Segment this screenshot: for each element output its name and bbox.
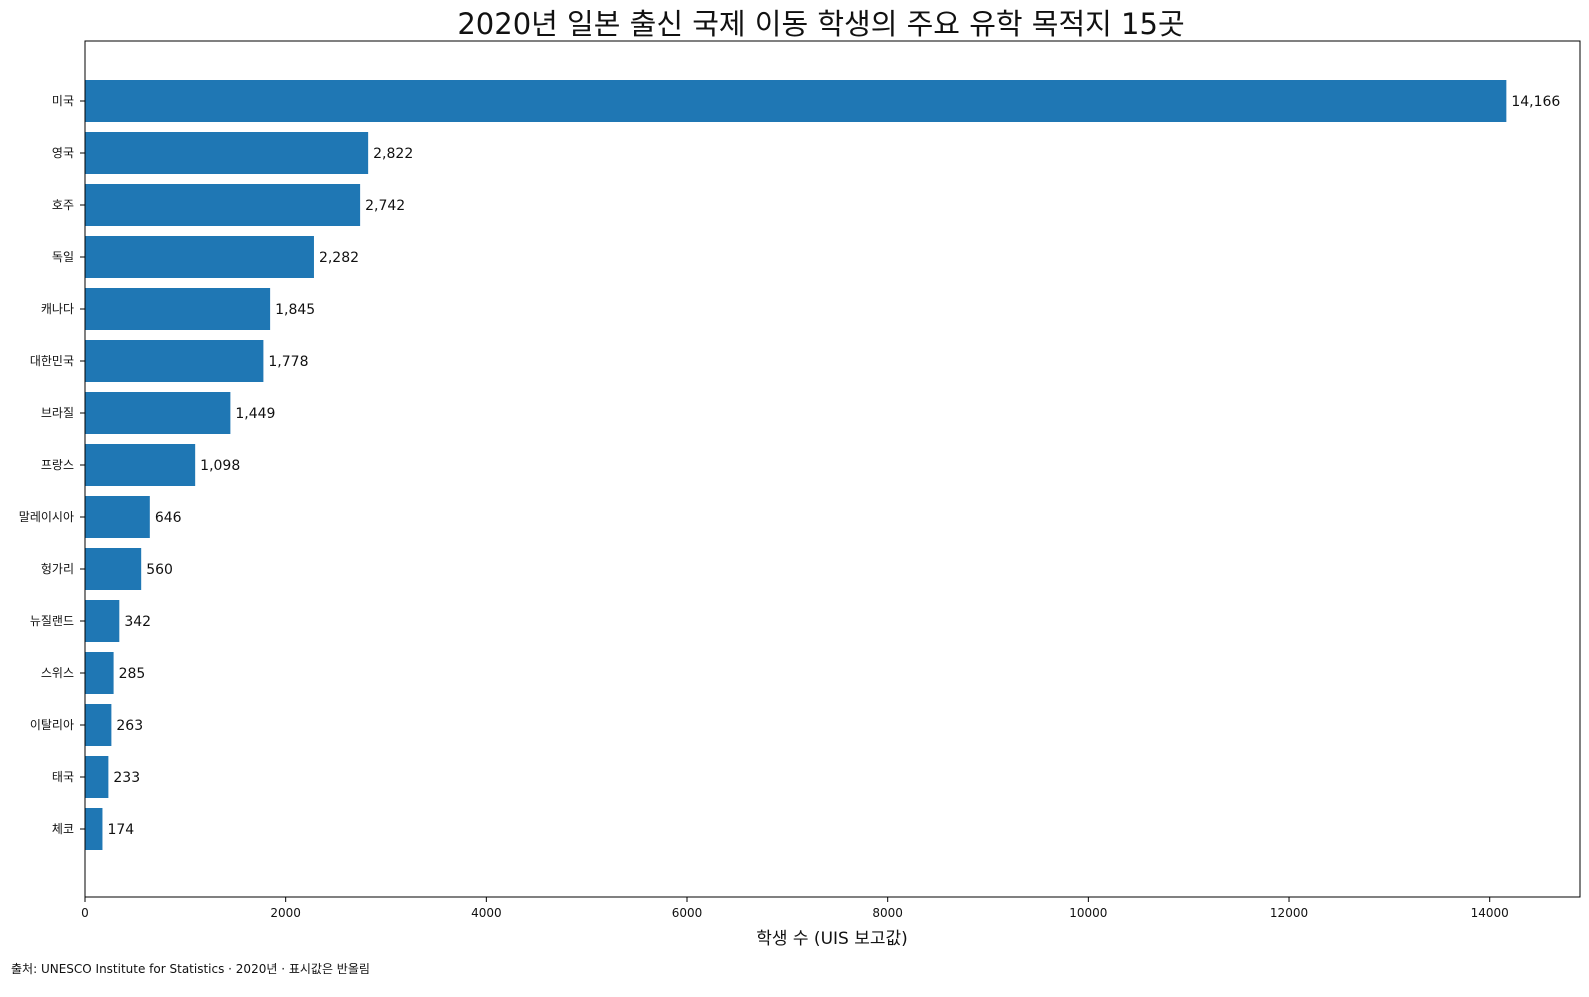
x-tick-label: 14000 (1471, 906, 1509, 920)
x-tick-label: 0 (81, 906, 89, 920)
bar-value-label: 1,778 (268, 354, 308, 370)
bar-value-label: 14,166 (1511, 94, 1560, 110)
y-tick-label: 헝가리 (41, 562, 74, 576)
y-tick-label: 말레이시아 (19, 510, 74, 524)
bar-value-label: 342 (124, 614, 151, 630)
y-tick-label: 이탈리아 (30, 718, 74, 732)
bar (85, 184, 361, 226)
bar (85, 340, 264, 382)
source-note: 출처: UNESCO Institute for Statistics · 20… (11, 962, 370, 976)
y-tick-label: 독일 (52, 250, 74, 264)
bar-value-label: 174 (107, 822, 134, 838)
bar (85, 288, 271, 330)
bar (85, 808, 103, 850)
bar-value-label: 2,282 (319, 250, 359, 266)
y-tick-label: 뉴질랜드 (30, 614, 74, 628)
y-tick-label: 프랑스 (41, 458, 74, 472)
bar (85, 652, 114, 694)
bar-value-label: 1,449 (235, 406, 275, 422)
bar (85, 600, 120, 642)
x-tick-label: 10000 (1069, 906, 1107, 920)
bar-value-label: 285 (119, 666, 146, 682)
y-tick-label: 스위스 (41, 666, 74, 680)
x-axis: 0 2000 4000 6000 8000 10000 12000 14000 (81, 897, 1509, 920)
bar (85, 236, 314, 278)
plot-frame (84, 40, 1581, 898)
y-tick-label: 미국 (52, 94, 74, 108)
y-tick-label: 영국 (52, 146, 74, 160)
bar-value-label: 646 (155, 510, 182, 526)
bar-value-label: 2,742 (365, 198, 405, 214)
bar-value-label: 233 (113, 770, 140, 786)
bars-layer: 14,166 2,822 2,742 2,282 1,845 1,778 1,449 1,09… (85, 80, 1560, 850)
y-tick-labels: 미국영국호주독일캐나다대한민국브라질프랑스말레이시아헝가리뉴질랜드스위스이탈리아… (19, 94, 85, 836)
bar-value-label: 1,098 (200, 458, 240, 474)
y-tick-label: 브라질 (41, 406, 74, 420)
bar (85, 444, 196, 486)
bar (85, 80, 1507, 122)
bar-value-label: 1,845 (275, 302, 315, 318)
bar-value-label: 263 (116, 718, 143, 734)
x-tick-label: 4000 (471, 906, 502, 920)
bar (85, 392, 231, 434)
x-tick-label: 8000 (872, 906, 903, 920)
bar (85, 548, 142, 590)
bar (85, 132, 369, 174)
bar (85, 704, 112, 746)
y-tick-label: 캐나다 (41, 302, 74, 316)
x-tick-label: 12000 (1270, 906, 1308, 920)
y-tick-label: 체코 (52, 822, 74, 836)
chart-title: 2020년 일본 출신 국제 이동 학생의 주요 유학 목적지 15곳 (457, 7, 1184, 41)
bar (85, 756, 109, 798)
bar (85, 496, 150, 538)
y-tick-label: 호주 (52, 198, 74, 212)
y-tick-label: 태국 (52, 770, 74, 784)
bar-value-label: 2,822 (373, 146, 413, 162)
y-tick-label: 대한민국 (30, 354, 74, 368)
x-axis-label: 학생 수 (UIS 보고값) (756, 929, 908, 949)
x-tick-label: 6000 (672, 906, 703, 920)
x-tick-label: 2000 (270, 906, 301, 920)
bar-value-label: 560 (146, 562, 173, 578)
